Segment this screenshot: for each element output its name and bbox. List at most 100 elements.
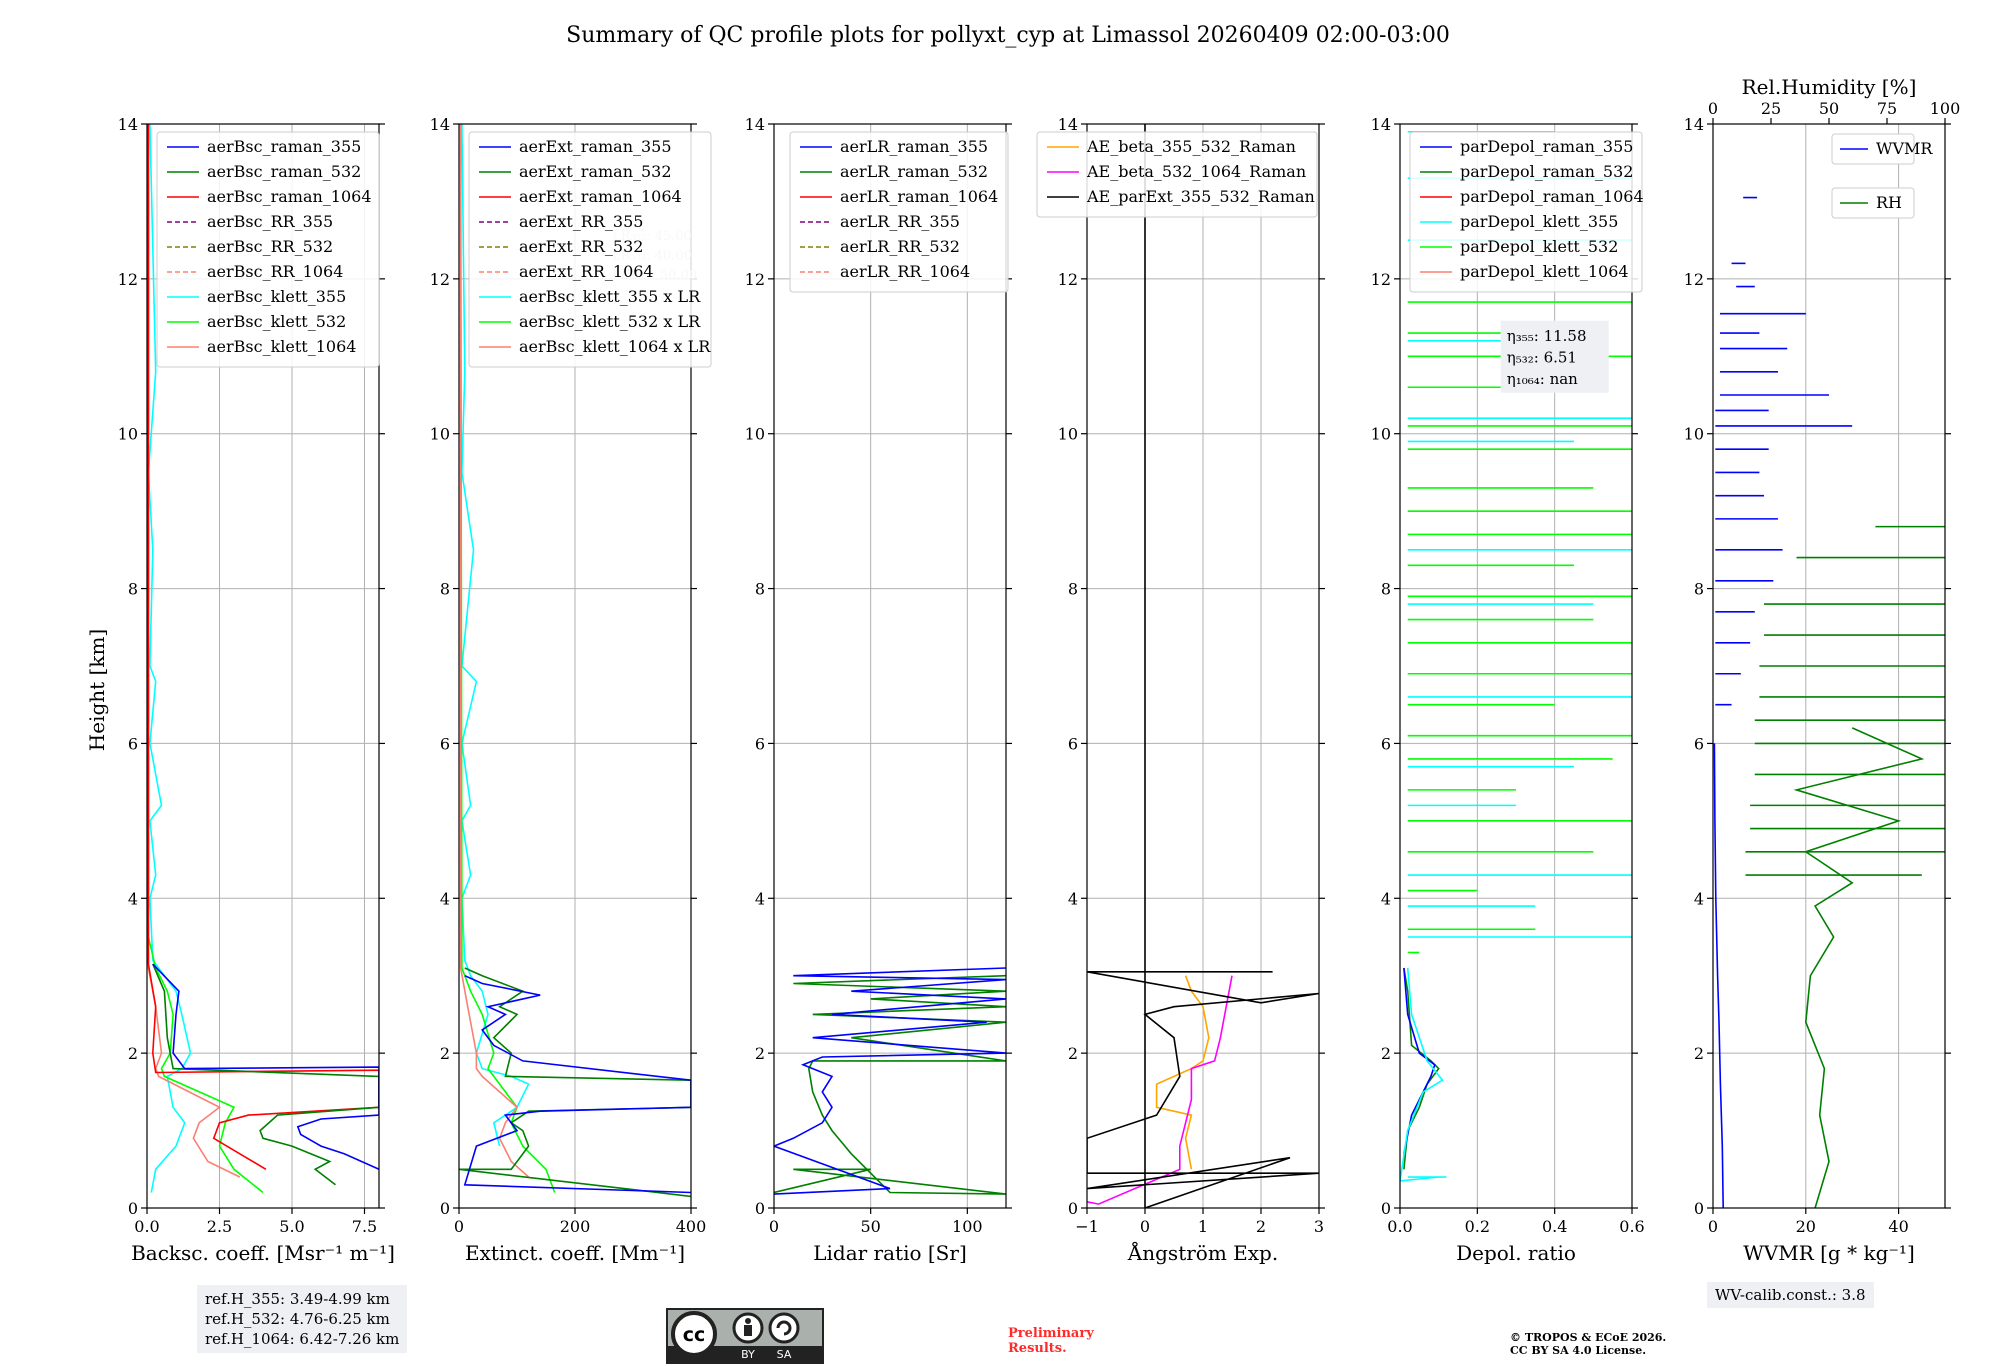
top-x-tick-label: 75 <box>1877 99 1897 118</box>
y-tick-label: 8 <box>755 580 765 599</box>
legend-label: parDepol_klett_1064 <box>1460 262 1629 281</box>
y-tick-label: 0 <box>1381 1199 1391 1218</box>
top-x-axis-label: Rel.Humidity [%] <box>1742 75 1917 99</box>
x-tick-label: 0.2 <box>1465 1217 1490 1236</box>
ref-height-355: ref.H_355: 3.49-4.99 km <box>205 1290 390 1308</box>
cc-by-sa-badge: cc BY SA <box>666 1308 824 1364</box>
legend-label: aerBsc_klett_1064 <box>207 337 356 356</box>
y-tick-label: 14 <box>1371 115 1391 134</box>
y-tick-label: 0 <box>128 1199 138 1218</box>
y-tick-label: 0 <box>440 1199 450 1218</box>
panel-ext: 0 2 4 6 8 10 12 14 0 200 400 Extinct. coeff. [Mm⁻¹]… <box>430 115 712 1265</box>
top-x-tick-label: 25 <box>1761 99 1781 118</box>
y-tick-label: 6 <box>1068 734 1078 753</box>
y-tick-label: 12 <box>1371 270 1391 289</box>
cc-logo-text: cc <box>683 1324 706 1346</box>
y-tick-label: 12 <box>1684 270 1704 289</box>
y-tick-label: 14 <box>1684 115 1704 134</box>
y-tick-label: 6 <box>128 734 138 753</box>
y-tick-label: 4 <box>440 889 450 908</box>
legend-label: aerLR_raman_355 <box>840 137 988 156</box>
y-tick-label: 0 <box>755 1199 765 1218</box>
x-tick-label: 0.4 <box>1542 1217 1567 1236</box>
y-tick-label: 4 <box>128 889 138 908</box>
series-line-aerExt_raman_355 <box>463 974 691 1194</box>
legend-box <box>1409 131 1643 293</box>
y-tick-label: 14 <box>430 115 450 134</box>
copyright-line-2: CC BY SA 4.0 License. <box>1510 1344 1647 1357</box>
y-tick-label: 6 <box>440 734 450 753</box>
y-tick-label: 10 <box>1684 425 1704 444</box>
x-tick-label: 200 <box>560 1217 591 1236</box>
legend-label: parDepol_raman_355 <box>1460 137 1633 156</box>
legend-label: aerBsc_raman_1064 <box>207 187 372 206</box>
y-tick-label: 10 <box>430 425 450 444</box>
series-line-aerBsc_raman_355 <box>152 963 379 1171</box>
legend-label: WVMR <box>1876 139 1933 158</box>
legend-label: aerBsc_klett_355 <box>207 287 346 306</box>
y-tick-label: 2 <box>1694 1044 1704 1063</box>
x-tick-label: 100 <box>952 1217 983 1236</box>
y-tick-label: 2 <box>1068 1044 1078 1063</box>
legend-label: parDepol_klett_355 <box>1460 212 1618 231</box>
legend-box <box>468 131 712 368</box>
series-line-aerBsc_raman_1064 <box>147 124 379 1170</box>
series-line-WVMR <box>1713 743 1724 1208</box>
wv-calibration-box: WV-calib.const.: 3.8 <box>1707 1282 1874 1308</box>
preliminary-line-2: Results. <box>1008 1341 1067 1356</box>
y-tick-label: 2 <box>128 1044 138 1063</box>
y-tick-label: 8 <box>128 580 138 599</box>
annotation-text: η₃₅₅: 11.58 <box>1507 327 1587 345</box>
legend-label: aerExt_raman_532 <box>519 162 672 181</box>
panel-frame <box>146 123 380 1209</box>
x-tick-label: 0 <box>1708 1217 1718 1236</box>
x-tick-label: −1 <box>1075 1217 1099 1236</box>
x-tick-label: 0.0 <box>1387 1217 1412 1236</box>
y-tick-label: 8 <box>440 580 450 599</box>
x-tick-label: 20 <box>1796 1217 1816 1236</box>
copyright-line-1: © TROPOS & ECoE 2026. <box>1510 1331 1667 1344</box>
y-tick-label: 6 <box>1381 734 1391 753</box>
y-tick-label: 14 <box>118 115 138 134</box>
annotation-text: η₁₀₆₄: nan <box>1507 370 1578 388</box>
y-tick-label: 8 <box>1694 580 1704 599</box>
panel-frame <box>1399 123 1633 1209</box>
panel-frame <box>773 123 1007 1209</box>
ref-height-1064: ref.H_1064: 6.42-7.26 km <box>205 1330 400 1348</box>
plot-area <box>459 124 691 1198</box>
cc-badge-graphic: cc BY SA <box>668 1311 822 1362</box>
x-tick-label: 40 <box>1888 1217 1908 1236</box>
legend-box <box>156 131 380 368</box>
plot-area <box>774 967 1006 1195</box>
copyright-note: © TROPOS & ECoE 2026. CC BY SA 4.0 Licen… <box>1510 1331 1666 1357</box>
x-axis-label: Backsc. coeff. [Msr⁻¹ m⁻¹] <box>131 1241 395 1265</box>
y-tick-label: 14 <box>745 115 765 134</box>
y-tick-label: 4 <box>1694 889 1704 908</box>
legend-label: parDepol_raman_532 <box>1460 162 1633 181</box>
series-line-aerLR_raman_355 <box>774 967 1006 1195</box>
x-tick-label: 0 <box>769 1217 779 1236</box>
x-tick-label: 0 <box>454 1217 464 1236</box>
ref-height-532: ref.H_532: 4.76-6.25 km <box>205 1310 390 1328</box>
y-tick-label: 6 <box>1694 734 1704 753</box>
panel-depol: 0 2 4 6 8 10 12 14 0.0 0.2 0.4 0.6 Depol. ratio η₃₅₅:… <box>1371 115 1645 1265</box>
legend-box <box>1831 187 1915 219</box>
legend-label: aerExt_RR_1064 <box>519 262 654 281</box>
legend-label: aerExt_raman_355 <box>519 137 672 156</box>
y-tick-label: 10 <box>118 425 138 444</box>
panel-bsc: 0 2 4 6 8 10 12 14 0.0 2.5 5.0 7.5 Backsc. coeff. [M… <box>118 115 395 1265</box>
y-tick-label: 4 <box>755 889 765 908</box>
y-tick-label: 10 <box>745 425 765 444</box>
y-tick-label: 2 <box>1381 1044 1391 1063</box>
plot-area <box>147 124 379 1194</box>
x-axis-label: Extinct. coeff. [Mm⁻¹] <box>465 1241 685 1265</box>
plot-area <box>1713 196 1945 1208</box>
reference-height-box: ref.H_355: 3.49-4.99 km ref.H_532: 4.76-… <box>197 1285 408 1353</box>
series-line-aerBsc_klett_1064 x LR <box>459 124 530 1178</box>
y-tick-label: 4 <box>1068 889 1078 908</box>
legend-label: aerBsc_RR_532 <box>207 237 333 256</box>
legend-box <box>1831 133 1915 165</box>
figure-title: Summary of QC profile plots for pollyxt_… <box>566 23 1450 48</box>
y-tick-label: 2 <box>755 1044 765 1063</box>
